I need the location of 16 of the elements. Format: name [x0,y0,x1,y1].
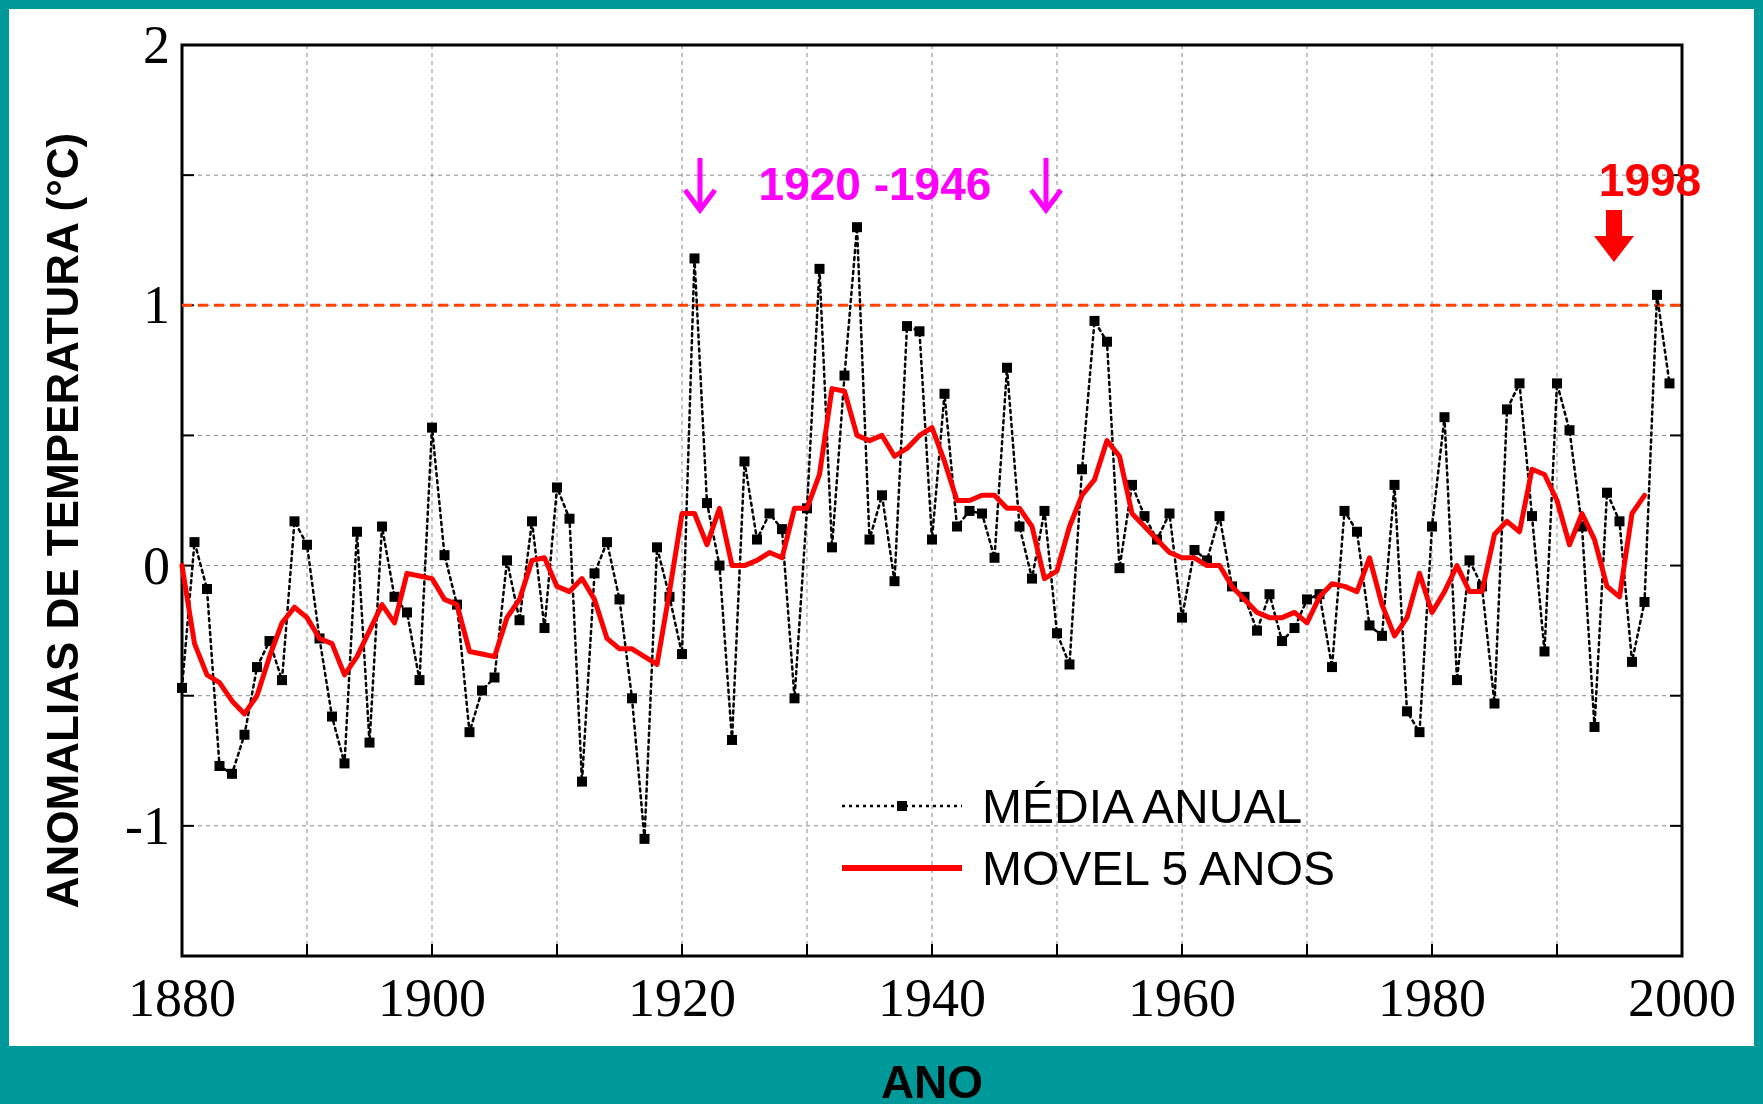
x-tick-label: 1920 [628,968,736,1028]
x-tick-label: 1980 [1378,968,1486,1028]
x-tick-label: 1960 [1128,968,1236,1028]
y-axis-title: ANOMALIAS DE TEMPERATURA (°C) [38,132,87,909]
annotation: 1920 -1946 [758,158,992,210]
legend-label: MÉDIA ANUAL [982,780,1303,833]
legend-label: MOVEL 5 ANOS [982,842,1336,895]
x-tick-label: 1880 [128,968,236,1028]
y-tick-label: 1 [143,275,170,336]
y-tick-label: 2 [143,15,170,75]
y-tick-label: 0 [143,535,170,596]
x-axis-title: ANO [880,1056,984,1104]
x-tick-label: 1900 [378,968,486,1028]
x-tick-label: 2000 [1628,968,1736,1028]
y-tick-label: -1 [125,795,170,856]
x-tick-label: 1940 [878,968,986,1028]
